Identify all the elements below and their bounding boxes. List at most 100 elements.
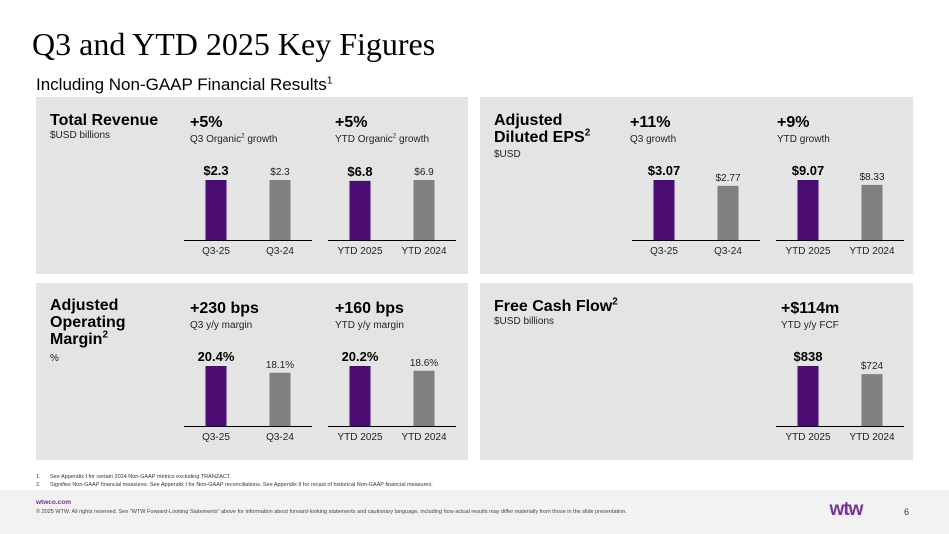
eps-title-sup: 2 (584, 127, 591, 139)
free-cash-flow-panel: Free Cash Flow2 $USD billions +$114m YTD… (480, 283, 913, 460)
page-title: Q3 and YTD 2025 Key Figures (32, 26, 436, 62)
prior-period-bar (861, 374, 883, 426)
wtw-logo: wtw (829, 500, 865, 518)
category-label: YTD 2024 (849, 432, 894, 443)
category-label: Q3-24 (266, 432, 294, 443)
prior-period-bar (269, 180, 291, 240)
wtw-logo-text: wtw (829, 500, 864, 518)
ytd-desc-suffix: growth (396, 134, 430, 145)
current-period-bar (349, 180, 371, 240)
footnotes: 1. See Appendix I for certain 2024 Non-GA… (36, 473, 433, 489)
q3-revenue-chart: $2.3 Q3-25 $2.3 Q3-24 (184, 163, 312, 257)
category-label: Q3-24 (266, 246, 294, 257)
prior-period-bar (413, 370, 435, 426)
prior-period-bar (413, 180, 435, 240)
total-revenue-title: Total Revenue (50, 112, 159, 129)
category-label: Q3-25 (202, 432, 230, 443)
adjusted-eps-unit: $USD (494, 149, 521, 160)
current-period-bar (349, 366, 371, 426)
eps-title-line2: Diluted EPS (494, 129, 585, 146)
bar-value-label: $2.3 (270, 167, 290, 178)
margin-ytd-change-label: YTD y/y margin (335, 320, 404, 331)
subtitle-footnote-marker: 1 (326, 74, 333, 87)
subtitle-text: Including Non-GAAP Financial Results (36, 75, 327, 94)
footnote-1: 1. See Appendix I for certain 2024 Non-GA… (36, 473, 433, 481)
category-label: YTD 2024 (401, 246, 446, 257)
current-period-bar (797, 366, 819, 426)
operating-margin-title: Adjusted Operating Margin2 (50, 297, 126, 348)
ytd-desc-sup: 2 (392, 132, 397, 140)
website-link[interactable]: wtwco.com (36, 499, 72, 506)
prior-period-bar (269, 372, 291, 426)
bar-value-label: $6.8 (347, 164, 372, 179)
bar-value-label: 20.4% (198, 349, 235, 364)
category-label: YTD 2025 (785, 432, 830, 443)
category-label: Q3-25 (650, 246, 678, 257)
current-period-bar (205, 366, 227, 426)
page-subtitle: Including Non-GAAP Financial Results1 (36, 75, 333, 95)
total-revenue-unit: $USD billions (50, 130, 111, 141)
q3-eps-chart: $3.07 Q3-25 $2.77 Q3-24 (632, 163, 760, 257)
category-label: Q3-25 (202, 246, 230, 257)
ytd-eps-chart: $9.07 YTD 2025 $8.33 YTD 2024 (776, 163, 904, 257)
bar-value-label: $8.33 (859, 172, 884, 183)
q3-desc-sup: 2 (241, 132, 245, 140)
category-label: YTD 2024 (401, 432, 446, 443)
margin-title-line2: Operating (50, 314, 126, 331)
fcf-title-text: Free Cash Flow (494, 298, 613, 315)
bar-value-label: $9.07 (792, 163, 825, 178)
fcf-ytd-change-label: YTD y/y FCF (781, 320, 839, 331)
ytd-organic-growth-label: YTD Organic2 growth (335, 132, 430, 145)
margin-q3-change-value: +230 bps (190, 300, 259, 317)
ytd-desc-text: YTD Organic (335, 134, 393, 145)
eps-ytd-growth-label: YTD growth (777, 134, 830, 145)
category-label: YTD 2025 (337, 432, 382, 443)
eps-ytd-growth-value: +9% (777, 114, 810, 131)
footnote-2: 2. Signifies Non-GAAP financial measures.… (36, 481, 433, 489)
prior-period-bar (717, 185, 739, 240)
footnote-2-text: Signifies Non-GAAP financial measures. S… (50, 482, 433, 488)
ytd-revenue-chart: $6.8 YTD 2025 $6.9 YTD 2024 (328, 164, 456, 257)
current-period-bar (797, 180, 819, 240)
current-period-bar (653, 180, 675, 240)
page-number: 6 (904, 507, 910, 517)
ytd-organic-growth-value: +5% (335, 114, 368, 131)
slide-footer: wtwco.com © 2025 WTW. All rights reserve… (0, 490, 949, 534)
margin-q3-change-label: Q3 y/y margin (190, 320, 253, 331)
bar-value-label: $3.07 (648, 163, 681, 178)
bar-value-label: $838 (794, 349, 823, 364)
bar-value-label: $724 (861, 361, 884, 372)
footnote-1-text: See Appendix I for certain 2024 Non-GAAP… (50, 474, 232, 480)
eps-title-line1: Adjusted (494, 112, 563, 129)
free-cash-flow-title: Free Cash Flow2 (494, 297, 618, 315)
margin-title-line1: Adjusted (50, 297, 119, 314)
category-label: Q3-24 (714, 246, 742, 257)
margin-ytd-change-value: +160 bps (335, 300, 404, 317)
bar-value-label: 18.6% (410, 358, 438, 369)
current-period-bar (205, 180, 227, 240)
bar-value-label: $2.77 (715, 173, 740, 184)
eps-q3-growth-value: +11% (630, 114, 671, 131)
footnote-2-number: 2. (36, 482, 41, 488)
bar-value-label: $2.3 (203, 163, 228, 178)
q3-organic-growth-value: +5% (190, 114, 223, 131)
fcf-ytd-change-value: +$114m (781, 300, 840, 317)
operating-margin-unit: % (50, 353, 59, 364)
bar-value-label: 18.1% (266, 360, 294, 371)
footnote-1-number: 1. (36, 474, 41, 480)
category-label: YTD 2025 (785, 246, 830, 257)
eps-q3-growth-label: Q3 growth (630, 134, 677, 145)
q3-desc-text: Q3 Organic (190, 134, 242, 145)
category-label: YTD 2025 (337, 246, 382, 257)
q3-margin-chart: 20.4% Q3-25 18.1% Q3-24 (184, 349, 312, 443)
category-label: YTD 2024 (849, 246, 894, 257)
total-revenue-panel: Total Revenue $USD billions +5% Q3 Organ… (36, 97, 468, 274)
ytd-fcf-chart: $838 YTD 2025 $724 YTD 2024 (776, 349, 904, 443)
adjusted-eps-panel: Adjusted Diluted EPS2 $USD +11% Q3 growth… (480, 97, 913, 274)
q3-organic-growth-label: Q3 Organic2 growth (190, 132, 277, 145)
ytd-margin-chart: 20.2% YTD 2025 18.6% YTD 2024 (328, 349, 456, 443)
margin-title-line3: Margin (50, 331, 103, 348)
copyright-text: © 2025 WTW. All rights reserved. See “WT… (36, 509, 627, 515)
bar-value-label: 20.2% (342, 349, 379, 364)
free-cash-flow-unit: $USD billions (494, 316, 555, 327)
